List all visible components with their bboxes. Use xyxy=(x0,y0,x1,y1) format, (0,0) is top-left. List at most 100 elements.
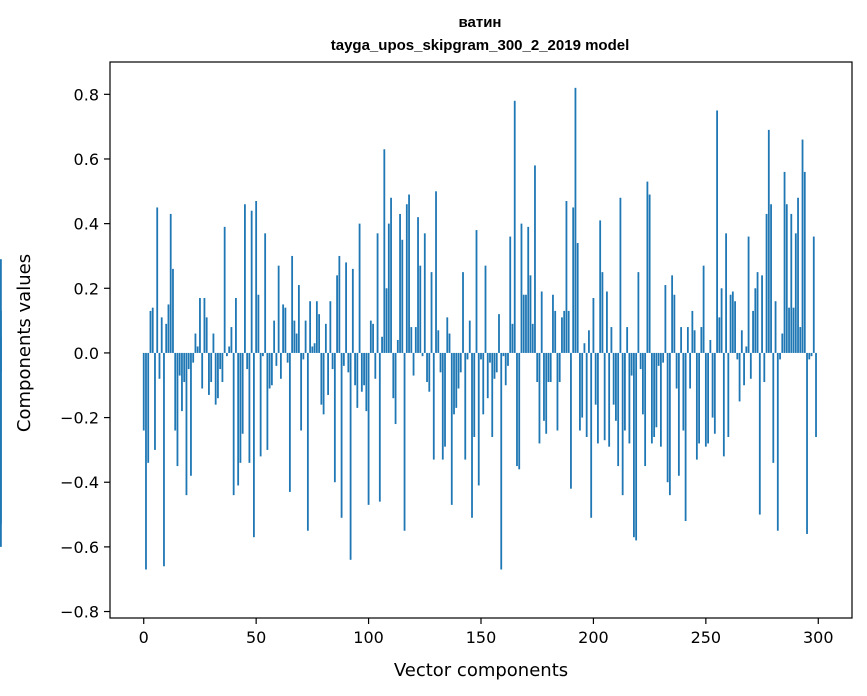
bar-component-30 xyxy=(210,352,213,383)
bar-component-1 xyxy=(145,352,147,570)
y-axis-ticks: −0.8 −0.6 −0.4 −0.2 0.0 0.2 0.4 0.6 0.8 xyxy=(60,85,110,622)
bar-component-230 xyxy=(659,352,662,447)
bar-component-22 xyxy=(192,352,195,363)
bar-component-198 xyxy=(588,330,590,353)
bar-component-123 xyxy=(419,265,422,353)
x-tick-label: 250 xyxy=(691,628,722,647)
bar-component-75 xyxy=(311,346,314,353)
bar-component-64 xyxy=(286,352,289,363)
bar-component-241 xyxy=(684,352,687,522)
bar-component-159 xyxy=(500,352,503,570)
chart-title: ватин xyxy=(459,14,502,31)
bar-component-undefined xyxy=(0,259,2,353)
bar-component-239 xyxy=(680,327,683,353)
bar-component-150 xyxy=(480,352,482,360)
x-axis-label: Vector components xyxy=(394,660,568,681)
bar-component-193 xyxy=(576,243,579,353)
bar-component-252 xyxy=(709,340,712,353)
bar-component-88 xyxy=(340,352,343,518)
bar-component-274 xyxy=(758,352,761,515)
bar-component-173 xyxy=(531,323,534,353)
bar-component-211 xyxy=(617,352,620,467)
bar-component-165 xyxy=(513,100,516,353)
bar-component-154 xyxy=(489,352,491,363)
bar-component-157 xyxy=(495,352,498,373)
bar-component-102 xyxy=(372,323,374,353)
bar-component-37 xyxy=(226,352,228,357)
bar-component-212 xyxy=(619,197,622,353)
bar-component-0 xyxy=(142,352,145,431)
bar-component-223 xyxy=(644,352,647,467)
bar-component-227 xyxy=(653,352,656,437)
x-tick-label: 100 xyxy=(353,628,384,647)
bar-component-21 xyxy=(190,352,192,476)
bar-component-98 xyxy=(363,352,365,386)
bar-component-41 xyxy=(235,297,237,353)
bar-component-71 xyxy=(302,352,305,360)
bar-component-3 xyxy=(149,310,152,353)
bar-component-130 xyxy=(435,191,437,353)
bar-component-44 xyxy=(241,352,244,434)
bar-component-177 xyxy=(540,291,543,353)
bar-component-54 xyxy=(264,233,267,353)
bar-component-114 xyxy=(399,213,401,353)
bar-component-49 xyxy=(253,352,255,538)
bar-component-217 xyxy=(630,352,633,376)
bar-component-35 xyxy=(221,352,224,383)
bar-component-204 xyxy=(601,272,604,353)
bar-component-158 xyxy=(498,314,500,353)
bar-component-258 xyxy=(722,352,725,457)
bar-component-285 xyxy=(783,171,786,353)
bar-component-76 xyxy=(313,343,316,353)
bar-component-32 xyxy=(214,352,217,405)
bar-component-131 xyxy=(437,330,440,353)
bar-component-12 xyxy=(169,213,172,353)
bar-series xyxy=(0,87,817,570)
bar-component-216 xyxy=(628,352,631,444)
bar-component-48 xyxy=(250,210,253,353)
bar-component-213 xyxy=(621,352,624,496)
bar-component-243 xyxy=(689,352,692,389)
bar-component-171 xyxy=(527,226,530,353)
bar-component-84 xyxy=(331,352,334,370)
bar-component-129 xyxy=(432,352,435,460)
bar-component-245 xyxy=(693,330,696,353)
y-tick-label: −0.2 xyxy=(60,409,99,428)
bar-component-24 xyxy=(196,346,199,353)
bar-component-253 xyxy=(711,352,714,418)
bar-component-11 xyxy=(167,304,170,353)
bar-component-17 xyxy=(181,352,183,412)
y-tick-label: 0.0 xyxy=(74,344,99,363)
bar-component-118 xyxy=(408,194,410,353)
bar-component-101 xyxy=(369,320,372,353)
bar-component-200 xyxy=(592,297,595,353)
bar-component-209 xyxy=(612,352,615,405)
bar-component-82 xyxy=(327,352,329,395)
bar-component-145 xyxy=(468,320,471,353)
bar-component-153 xyxy=(486,352,489,399)
bar-component-136 xyxy=(448,333,451,353)
bar-component-4 xyxy=(151,307,154,353)
plot-frame xyxy=(109,61,853,619)
bar-component-254 xyxy=(713,352,716,434)
bar-component-45 xyxy=(244,204,246,353)
bar-component-195 xyxy=(581,352,584,418)
bar-component-291 xyxy=(797,197,799,353)
bar-component-142 xyxy=(462,272,464,353)
bar-component-137 xyxy=(450,352,453,505)
bar-component-92 xyxy=(349,352,352,560)
bar-component-109 xyxy=(387,223,390,353)
bar-component-250 xyxy=(704,352,707,447)
y-tick-label: 0.2 xyxy=(74,279,99,298)
bar-component-14 xyxy=(174,352,177,431)
bar-component-282 xyxy=(776,352,779,531)
bar-component-59 xyxy=(275,352,278,366)
bar-component-206 xyxy=(606,291,608,353)
bar-component-60 xyxy=(277,265,280,353)
bar-component-283 xyxy=(779,352,781,360)
bar-component-215 xyxy=(626,327,629,353)
y-tick-label: 0.6 xyxy=(74,150,99,169)
bar-component-79 xyxy=(320,352,323,405)
bar-component-166 xyxy=(516,352,518,467)
